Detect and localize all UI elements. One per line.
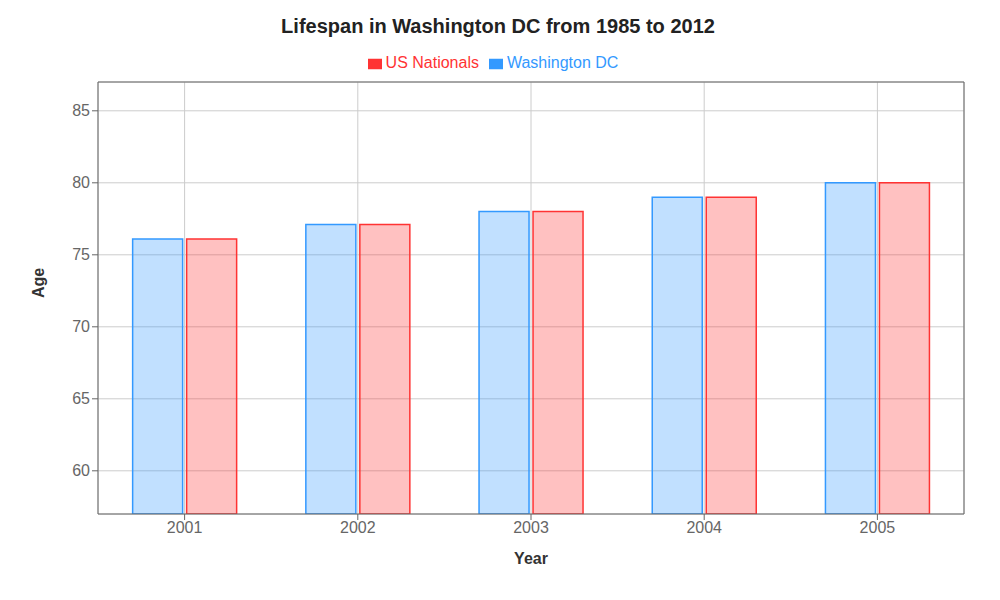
svg-text:2003: 2003 [513, 519, 549, 536]
svg-text:Age: Age [30, 268, 47, 298]
svg-text:70: 70 [72, 318, 90, 335]
svg-text:60: 60 [72, 462, 90, 479]
svg-text:80: 80 [72, 174, 90, 191]
svg-text:Year: Year [514, 550, 548, 567]
html-text:Washington DC: Washington DC [507, 54, 619, 71]
html-text:US Nationals: US Nationals [385, 54, 479, 71]
svg-text:65: 65 [72, 390, 90, 407]
svg-text:2002: 2002 [340, 519, 376, 536]
svg-text:75: 75 [72, 246, 90, 263]
svg-text:85: 85 [72, 102, 90, 119]
svg-text:2004: 2004 [686, 519, 722, 536]
html-text:Lifespan in Washington DC from: Lifespan in Washington DC from 1985 to 2… [281, 15, 715, 37]
svg-text:2005: 2005 [860, 519, 896, 536]
svg-text:2001: 2001 [167, 519, 203, 536]
